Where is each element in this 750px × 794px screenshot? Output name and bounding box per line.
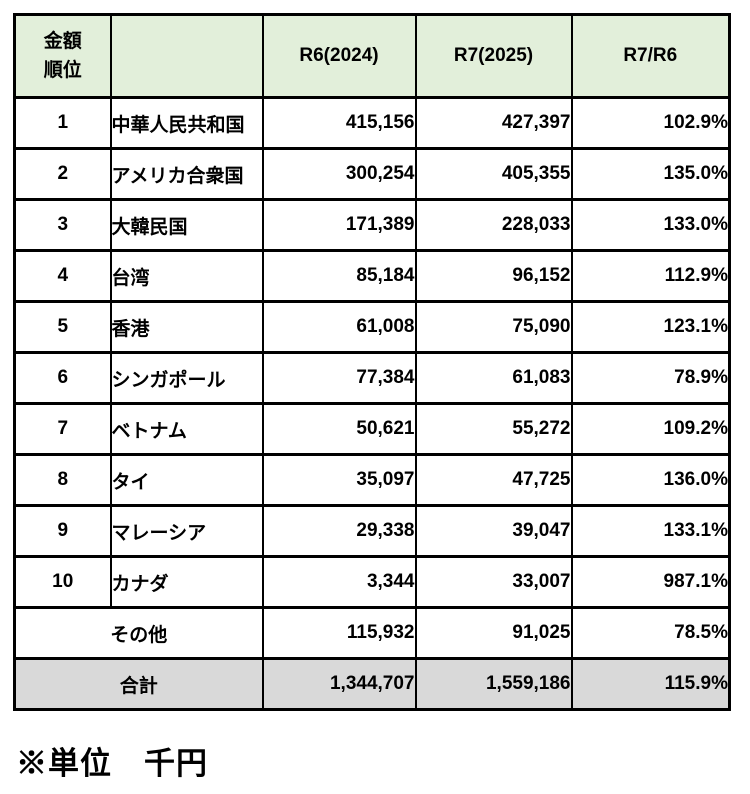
rank-label-line1: 金額 — [43, 30, 82, 52]
country-cell: マレーシア — [109, 504, 264, 558]
table-header: 金額 順位 R6(2024) R7(2025) R7/R6 — [13, 13, 731, 99]
r7-value-cell: 228,033 — [414, 198, 573, 252]
rank-label-line2: 順位 — [43, 60, 82, 81]
table-row: 1 中華人民共和国 415,156 427,397 102.9% — [13, 96, 731, 150]
rank-cell: 8 — [13, 453, 112, 507]
header-country-label — [109, 13, 264, 99]
r6-value-cell: 300,254 — [261, 147, 417, 201]
header-col-r7: R7(2025) — [414, 13, 573, 99]
total-r7-cell: 1,559,186 — [414, 657, 573, 711]
country-cell: アメリカ合衆国 — [109, 147, 264, 201]
r7-value-cell: 47,725 — [414, 453, 573, 507]
others-label-cell: その他 — [13, 606, 264, 660]
table-summary: その他 115,932 91,025 78.5% 合計 1,344,707 1,… — [13, 606, 731, 711]
others-r6-cell: 115,932 — [261, 606, 417, 660]
ratio-cell: 133.1% — [570, 504, 731, 558]
r7-value-cell: 96,152 — [414, 249, 573, 303]
r7-value-cell: 405,355 — [414, 147, 573, 201]
r7-value-cell: 39,047 — [414, 504, 573, 558]
country-cell: 香港 — [109, 300, 264, 354]
rank-cell: 2 — [13, 147, 112, 201]
ratio-cell: 112.9% — [570, 249, 731, 303]
rank-cell: 4 — [13, 249, 112, 303]
r6-value-cell: 415,156 — [261, 96, 417, 150]
rank-label-lines: 金額 順位 — [17, 27, 109, 86]
others-row: その他 115,932 91,025 78.5% — [13, 606, 731, 660]
ratio-cell: 78.9% — [570, 351, 731, 405]
total-label-cell: 合計 — [13, 657, 264, 711]
total-row: 合計 1,344,707 1,559,186 115.9% — [13, 657, 731, 711]
ratio-cell: 987.1% — [570, 555, 731, 609]
country-cell: 大韓民国 — [109, 198, 264, 252]
rank-cell: 5 — [13, 300, 112, 354]
others-r7-cell: 91,025 — [414, 606, 573, 660]
ratio-cell: 109.2% — [570, 402, 731, 456]
header-row: 金額 順位 R6(2024) R7(2025) R7/R6 — [13, 13, 731, 99]
ratio-cell: 136.0% — [570, 453, 731, 507]
r7-value-cell: 55,272 — [414, 402, 573, 456]
table-row: 8 タイ 35,097 47,725 136.0% — [13, 453, 731, 507]
header-rank-label: 金額 順位 — [13, 13, 112, 99]
rank-cell: 10 — [13, 555, 112, 609]
table-row: 7 ベトナム 50,621 55,272 109.2% — [13, 402, 731, 456]
table-body: 1 中華人民共和国 415,156 427,397 102.9% 2 アメリカ合… — [13, 96, 731, 609]
r7-value-cell: 33,007 — [414, 555, 573, 609]
header-col-r6: R6(2024) — [261, 13, 417, 99]
ratio-cell: 102.9% — [570, 96, 731, 150]
total-r6-cell: 1,344,707 — [261, 657, 417, 711]
unit-note: ※単位 千円 — [16, 746, 208, 781]
country-cell: シンガポール — [109, 351, 264, 405]
ratio-cell: 123.1% — [570, 300, 731, 354]
table-row: 5 香港 61,008 75,090 123.1% — [13, 300, 731, 354]
rank-cell: 3 — [13, 198, 112, 252]
r7-value-cell: 75,090 — [414, 300, 573, 354]
r7-value-cell: 61,083 — [414, 351, 573, 405]
r6-value-cell: 29,338 — [261, 504, 417, 558]
rank-cell: 1 — [13, 96, 112, 150]
r6-value-cell: 50,621 — [261, 402, 417, 456]
country-cell: 台湾 — [109, 249, 264, 303]
r6-value-cell: 85,184 — [261, 249, 417, 303]
rank-cell: 6 — [13, 351, 112, 405]
r6-value-cell: 3,344 — [261, 555, 417, 609]
r6-value-cell: 77,384 — [261, 351, 417, 405]
ratio-cell: 133.0% — [570, 198, 731, 252]
table-row: 9 マレーシア 29,338 39,047 133.1% — [13, 504, 731, 558]
ratio-cell: 135.0% — [570, 147, 731, 201]
amount-ranking-table: 金額 順位 R6(2024) R7(2025) R7/R6 1 中華人民共和国 … — [13, 13, 731, 711]
rank-cell: 7 — [13, 402, 112, 456]
rank-cell: 9 — [13, 504, 112, 558]
country-cell: ベトナム — [109, 402, 264, 456]
table-row: 10 カナダ 3,344 33,007 987.1% — [13, 555, 731, 609]
others-ratio-cell: 78.5% — [570, 606, 731, 660]
table-row: 6 シンガポール 77,384 61,083 78.9% — [13, 351, 731, 405]
r6-value-cell: 61,008 — [261, 300, 417, 354]
table-row: 2 アメリカ合衆国 300,254 405,355 135.0% — [13, 147, 731, 201]
r7-value-cell: 427,397 — [414, 96, 573, 150]
r6-value-cell: 171,389 — [261, 198, 417, 252]
table-row: 3 大韓民国 171,389 228,033 133.0% — [13, 198, 731, 252]
country-cell: タイ — [109, 453, 264, 507]
table-row: 4 台湾 85,184 96,152 112.9% — [13, 249, 731, 303]
country-cell: 中華人民共和国 — [109, 96, 264, 150]
country-cell: カナダ — [109, 555, 264, 609]
total-ratio-cell: 115.9% — [570, 657, 731, 711]
r6-value-cell: 35,097 — [261, 453, 417, 507]
header-col-ratio: R7/R6 — [570, 13, 731, 99]
